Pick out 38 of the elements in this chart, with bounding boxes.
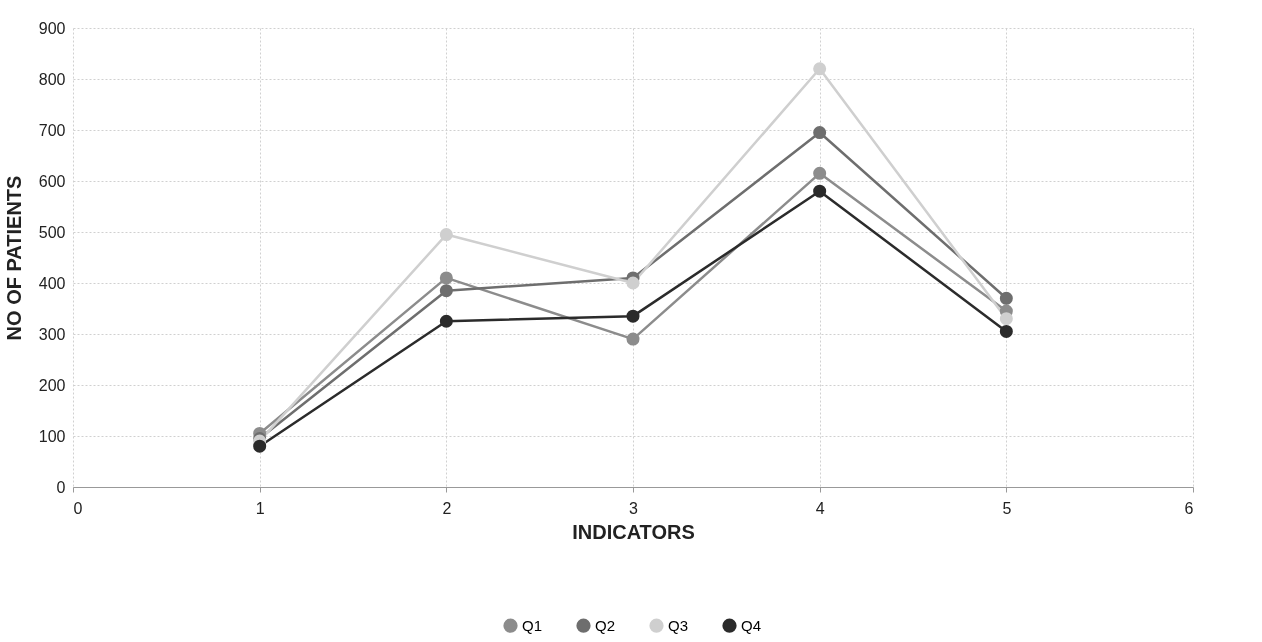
legend-label: Q2 — [595, 616, 616, 634]
point — [439, 284, 453, 298]
legend-label: Q3 — [668, 616, 689, 634]
point — [626, 332, 640, 346]
y-tick-label: 0 — [56, 478, 66, 496]
point — [999, 312, 1013, 326]
legend-label: Q1 — [522, 616, 543, 634]
y-axis-title: NO OF PATIENTS — [2, 175, 25, 341]
x-axis-title: INDICATORS — [572, 520, 695, 543]
legend-label: Q4 — [741, 616, 762, 634]
point — [999, 324, 1013, 338]
point — [626, 276, 640, 290]
y-tick-label: 200 — [38, 376, 66, 394]
point — [813, 184, 827, 198]
y-tick-label: 300 — [38, 325, 66, 343]
y-tick-label: 100 — [38, 427, 66, 445]
point — [999, 291, 1013, 305]
x-tick-label: 5 — [1002, 499, 1012, 517]
y-tick-label: 600 — [38, 172, 66, 190]
point — [813, 126, 827, 140]
x-tick-label: 0 — [73, 499, 83, 517]
point — [626, 309, 640, 323]
x-tick-label: 4 — [815, 499, 825, 517]
x-tick-label: 6 — [1184, 499, 1194, 517]
y-tick-label: 500 — [38, 223, 66, 241]
x-tick-label: 2 — [442, 499, 452, 517]
point — [439, 271, 453, 285]
point — [439, 228, 453, 242]
y-tick-label: 400 — [38, 274, 66, 292]
y-tick-label: 800 — [38, 70, 66, 88]
x-tick-label: 3 — [629, 499, 639, 517]
y-tick-label: 900 — [38, 19, 66, 37]
point — [813, 166, 827, 180]
point — [439, 314, 453, 328]
point — [813, 62, 827, 76]
y-tick-label: 700 — [38, 121, 66, 139]
x-tick-label: 1 — [255, 499, 265, 517]
point — [253, 439, 267, 453]
